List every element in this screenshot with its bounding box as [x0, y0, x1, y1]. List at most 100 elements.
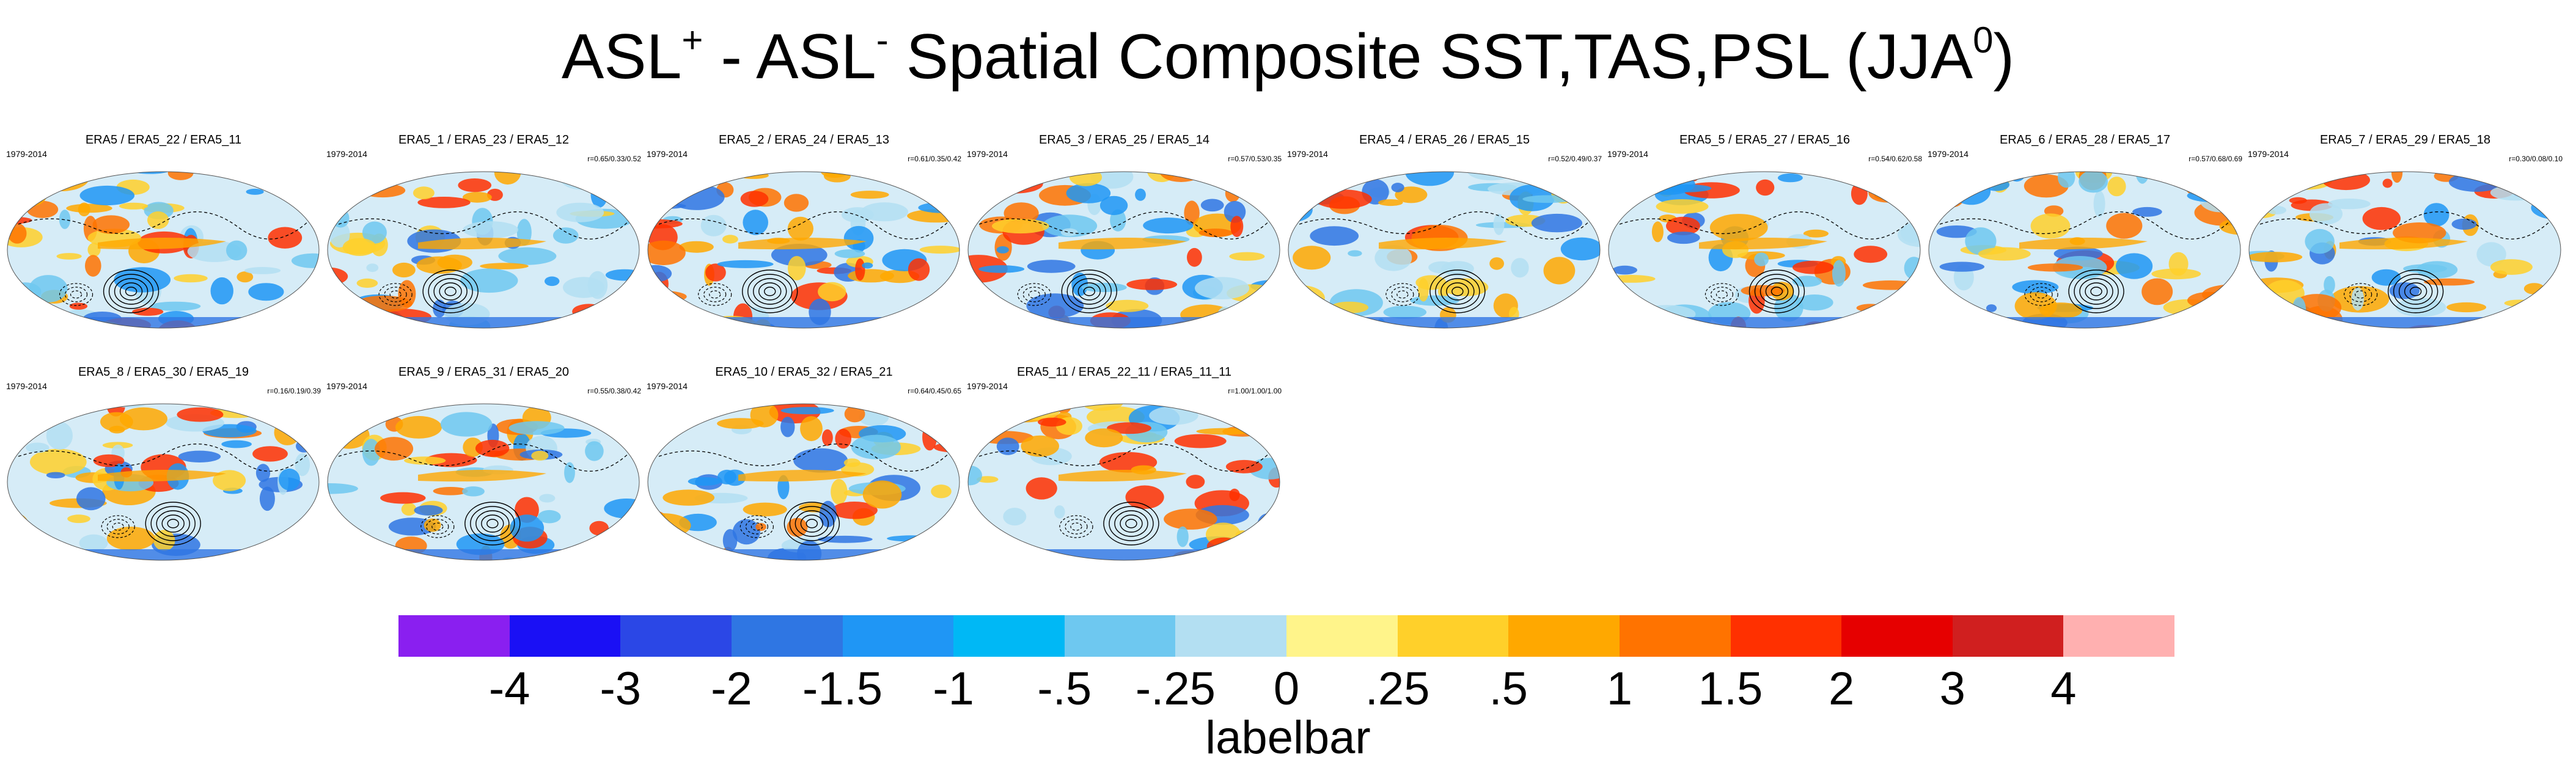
warm-anomaly-patch	[2281, 172, 2332, 190]
cool-anomaly-patch	[295, 453, 310, 477]
psl-contour	[481, 514, 504, 533]
color-labelbar	[398, 615, 2174, 657]
psl-contour	[1446, 282, 1469, 301]
psl-contour	[1771, 287, 1783, 296]
psl-contour-negative	[2355, 290, 2367, 299]
labelbar-color-box	[1175, 615, 1286, 657]
global-map	[967, 403, 1280, 561]
psl-contour-negative	[112, 522, 124, 531]
equatorial-anomaly-band	[98, 469, 226, 482]
warm-anomaly-patch	[413, 186, 435, 200]
cool-anomaly-patch	[2324, 276, 2335, 294]
panel-period: 1979-2014	[6, 381, 47, 391]
warm-anomaly-patch	[1186, 475, 1205, 489]
cool-anomaly-patch	[1830, 172, 1874, 177]
psl-contour	[789, 506, 835, 541]
warm-anomaly-patch	[252, 446, 288, 462]
psl-contour-negative	[420, 515, 455, 538]
cool-anomaly-patch	[1391, 183, 1404, 192]
warm-anomaly-patch	[1217, 548, 1231, 560]
panel-title: ERA5_7 / ERA5_29 / ERA5_18	[2319, 133, 2491, 147]
cool-anomaly-patch	[538, 510, 561, 524]
panel-period: 1979-2014	[1287, 149, 1328, 159]
warm-anomaly-patch	[743, 502, 787, 517]
warm-anomaly-patch	[1198, 228, 1233, 238]
cool-anomaly-patch	[1777, 173, 1803, 183]
cool-anomaly-patch	[2396, 298, 2446, 317]
warm-anomaly-patch	[237, 271, 254, 283]
psl-contour-negative	[378, 283, 413, 306]
cool-anomaly-patch	[793, 448, 848, 473]
cool-anomaly-patch	[1374, 245, 1412, 271]
psl-contour	[1765, 282, 1789, 301]
global-map	[1608, 171, 1921, 329]
warm-anomaly-patch	[1126, 279, 1178, 290]
cool-anomaly-patch	[1200, 199, 1224, 212]
panel-period: 1979-2014	[967, 149, 1008, 159]
cool-anomaly-patch	[244, 267, 281, 274]
psl-contour	[422, 269, 479, 313]
warm-anomaly-patch	[862, 480, 902, 509]
warm-anomaly-patch	[7, 203, 18, 217]
cool-anomaly-patch	[1383, 305, 1427, 319]
cool-anomaly-patch	[46, 472, 65, 478]
cool-anomaly-patch	[688, 477, 722, 486]
labelbar-color-box	[509, 615, 621, 657]
cool-anomaly-patch	[2210, 172, 2240, 182]
psl-contour	[1440, 278, 1475, 305]
panel-period: 1979-2014	[1607, 149, 1648, 159]
warm-anomaly-patch	[1288, 181, 1340, 194]
cool-anomaly-patch	[615, 329, 636, 339]
warm-anomaly-patch	[1709, 214, 1768, 241]
equatorial-anomaly-band	[98, 237, 226, 250]
psl-contour-negative	[703, 287, 727, 302]
cool-anomaly-patch	[221, 440, 252, 448]
warm-anomaly-patch	[1187, 247, 1202, 267]
panel-correlation: r=0.64/0.45/0.65	[908, 387, 961, 395]
cool-anomaly-patch	[2187, 189, 2240, 203]
psl-contour-negative	[431, 522, 444, 531]
cool-anomaly-patch	[2277, 324, 2332, 328]
cool-anomaly-patch	[968, 557, 1011, 560]
warm-anomaly-patch	[1978, 247, 2031, 261]
warm-anomaly-patch	[1854, 246, 1888, 263]
psl-contour-negative	[2349, 287, 2372, 302]
psl-contour	[114, 278, 149, 305]
warm-anomaly-patch	[1229, 252, 1265, 261]
cool-anomaly-patch	[1829, 321, 1854, 327]
warm-anomaly-patch	[306, 519, 319, 528]
psl-contour-negative	[745, 519, 768, 535]
cool-anomaly-patch	[440, 412, 493, 437]
warm-anomaly-patch	[823, 172, 851, 183]
cool-anomaly-patch	[818, 535, 873, 543]
warm-anomaly-patch	[87, 243, 101, 257]
cool-anomaly-patch	[1554, 305, 1584, 328]
cool-anomaly-patch	[255, 172, 292, 180]
cool-anomaly-patch	[1042, 214, 1098, 238]
warm-anomaly-patch	[356, 278, 378, 288]
warm-anomaly-patch	[1230, 216, 1244, 237]
warm-anomaly-patch	[922, 423, 938, 451]
cool-anomaly-patch	[248, 283, 284, 301]
map-panel: ERA5_5 / ERA5_27 / ERA5_16 1979-2014 r=0.5…	[1607, 133, 1922, 346]
psl-contour-negative	[698, 283, 732, 306]
panel-period: 1979-2014	[6, 149, 47, 159]
psl-contour	[1072, 278, 1106, 305]
psl-contour	[1103, 502, 1159, 546]
panel-period: 1979-2014	[326, 149, 367, 159]
warm-anomaly-patch	[848, 269, 894, 283]
warm-anomaly-patch	[85, 255, 101, 277]
warm-anomaly-patch	[648, 533, 661, 551]
cool-anomaly-patch	[574, 550, 594, 560]
panel-correlation: r=0.57/0.53/0.35	[1228, 155, 1282, 163]
cool-anomaly-patch	[2305, 228, 2335, 254]
warm-anomaly-patch	[392, 262, 416, 278]
warm-anomaly-patch	[109, 425, 125, 434]
labelbar-color-box	[1508, 615, 1620, 657]
cool-anomaly-patch	[1410, 295, 1459, 306]
cool-anomaly-patch	[388, 517, 436, 536]
cool-anomaly-patch	[149, 301, 201, 311]
warm-anomaly-patch	[433, 487, 468, 495]
cool-anomaly-patch	[648, 265, 672, 282]
cool-anomaly-patch	[1195, 277, 1250, 299]
